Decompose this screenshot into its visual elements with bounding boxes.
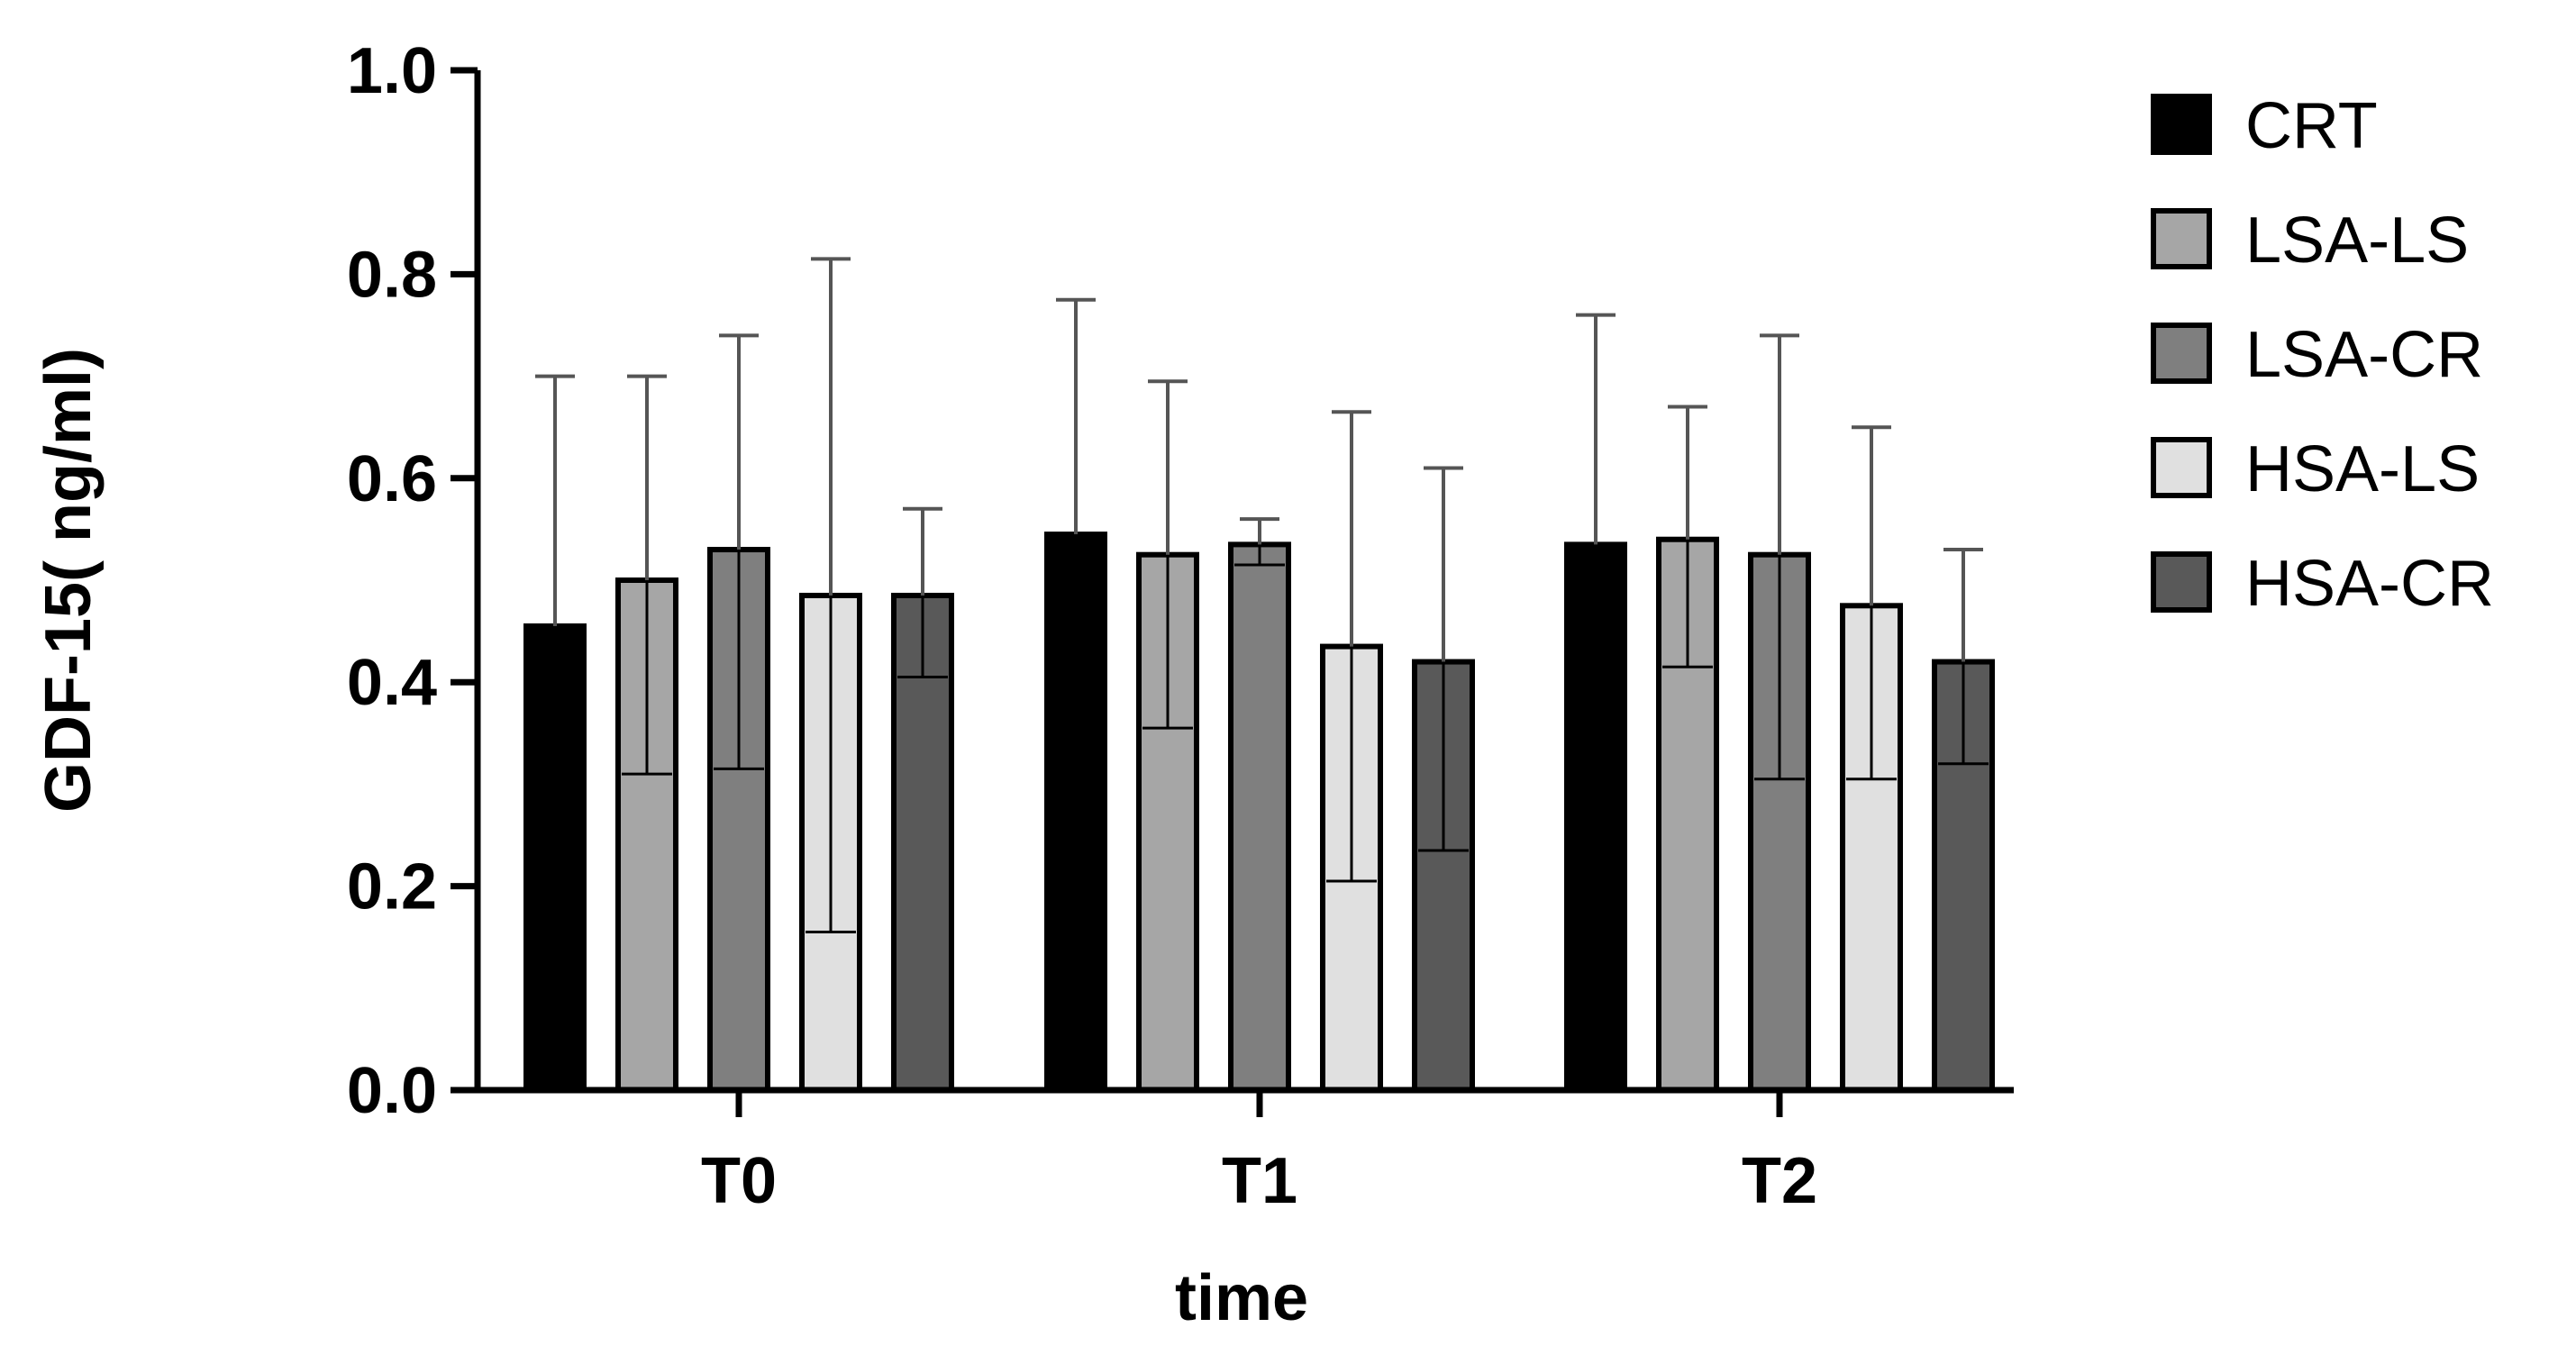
legend-swatch [2151,323,2212,384]
legend-label: HSA-LS [2245,433,2480,505]
bar-lsa-cr [1228,541,1291,1093]
x-tick-label: T0 [701,1145,777,1217]
bar-crt [1044,532,1107,1093]
x-tick-label: T1 [1222,1145,1297,1217]
legend-swatch [2151,94,2212,155]
x-tick-label: T2 [1742,1145,1817,1217]
y-tick-label: 0.0 [347,1055,437,1127]
legend-swatch [2151,208,2212,269]
legend-swatch [2151,551,2212,613]
legend-label: CRT [2245,90,2378,162]
y-tick-label: 0.8 [347,239,437,311]
x-ticks-layer: T0 T1 T2 [701,1090,1817,1217]
legend: CRT LSA-LS LSA-CR HSA-LS HSA-CR [2151,90,2494,620]
y-ticks-layer: 0.0 0.2 0.4 0.6 0.8 1.0 [347,35,478,1127]
bar-crt [1564,541,1627,1093]
legend-swatch [2151,437,2212,498]
axes-layer [474,70,2014,1094]
x-axis-title: time [1175,1262,1308,1334]
bars-layer [523,532,1995,1094]
y-tick-label: 0.4 [347,647,437,719]
y-tick-label: 1.0 [347,35,437,107]
error-bars-layer [535,257,1983,662]
legend-label: LSA-CR [2245,319,2483,391]
bar-crt [523,623,587,1093]
y-tick-label: 0.2 [347,851,437,923]
legend-label: HSA-CR [2245,548,2494,620]
y-axis-title: GDF-15( ng/ml) [32,348,105,813]
legend-label: LSA-LS [2245,205,2469,277]
y-tick-label: 0.6 [347,443,437,515]
